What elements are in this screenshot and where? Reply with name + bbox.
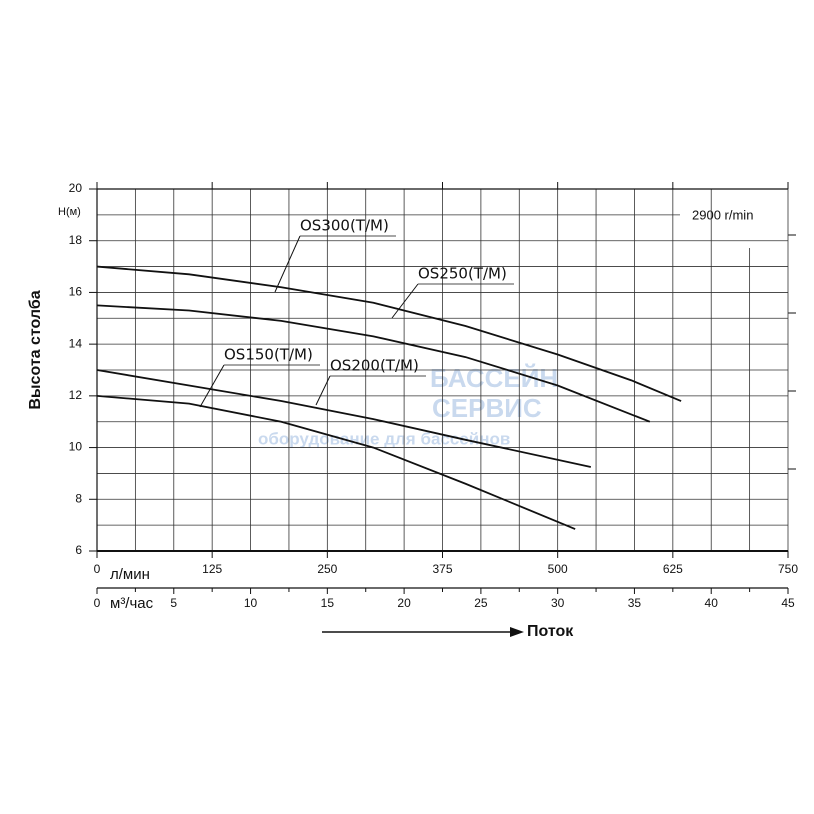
- y-unit: H(м): [58, 206, 81, 218]
- x-tick-label: 125: [202, 562, 222, 576]
- y-tick-label: 12: [69, 388, 83, 402]
- x-tick-label: 375: [432, 562, 452, 576]
- x2-tick-label: 25: [474, 596, 488, 610]
- pump-curve: [96, 265, 682, 402]
- x2-tick-label: 35: [628, 596, 642, 610]
- watermark-text: БАССЕЙН: [430, 363, 558, 393]
- series-label: OS150(T/M): [224, 346, 313, 364]
- pump-curve: [96, 369, 592, 468]
- speed-label: 2900 r/min: [692, 207, 753, 222]
- x-tick-label: 0: [94, 562, 101, 576]
- pump-curve: [96, 304, 651, 423]
- x2-tick-label: 5: [170, 596, 177, 610]
- x2-tick-label: 15: [321, 596, 335, 610]
- x2-tick-label: 20: [397, 596, 411, 610]
- x2-tick-label: 10: [244, 596, 258, 610]
- watermark-text: оборудование для бассейнов: [258, 429, 510, 448]
- y-tick-label: 14: [69, 336, 83, 350]
- flow-arrow-head: [510, 627, 524, 637]
- y-tick-label: 16: [69, 285, 83, 299]
- series-label: OS250(T/M): [418, 265, 507, 283]
- x-tick-label: 250: [317, 562, 337, 576]
- pump-curve: [96, 394, 576, 530]
- x-axis-title: Поток: [527, 623, 574, 640]
- right-ticks: [788, 234, 796, 470]
- leader-line: [274, 235, 301, 293]
- watermark-text: СЕРВИС: [432, 393, 542, 423]
- x-tick-label: 500: [548, 562, 568, 576]
- leader-line: [199, 364, 225, 408]
- x2-tick-label: 45: [781, 596, 795, 610]
- y-tick-label: 18: [69, 233, 83, 247]
- x2-tick-label: 0: [94, 596, 101, 610]
- x-tick-label: 625: [663, 562, 683, 576]
- series-label: OS300(T/M): [300, 217, 389, 235]
- x-unit: л/мин: [110, 566, 150, 583]
- y-tick-label: 8: [75, 491, 82, 505]
- leader-line: [391, 283, 419, 319]
- y-tick-label: 20: [69, 181, 83, 195]
- x2-tick-label: 30: [551, 596, 565, 610]
- y-tick-label: 6: [75, 543, 82, 557]
- x2-unit: м³/час: [110, 595, 154, 612]
- watermark: БАССЕЙН СЕРВИС оборудование для бассейно…: [258, 363, 558, 449]
- speed-box: [684, 204, 784, 226]
- series-label: OS200(T/M): [330, 357, 419, 375]
- x2-tick-label: 40: [705, 596, 719, 610]
- y-axis-title: Высота столба: [27, 290, 44, 409]
- x-tick-label: 750: [778, 562, 798, 576]
- y-tick-label: 10: [69, 440, 83, 454]
- leader-line: [315, 375, 331, 406]
